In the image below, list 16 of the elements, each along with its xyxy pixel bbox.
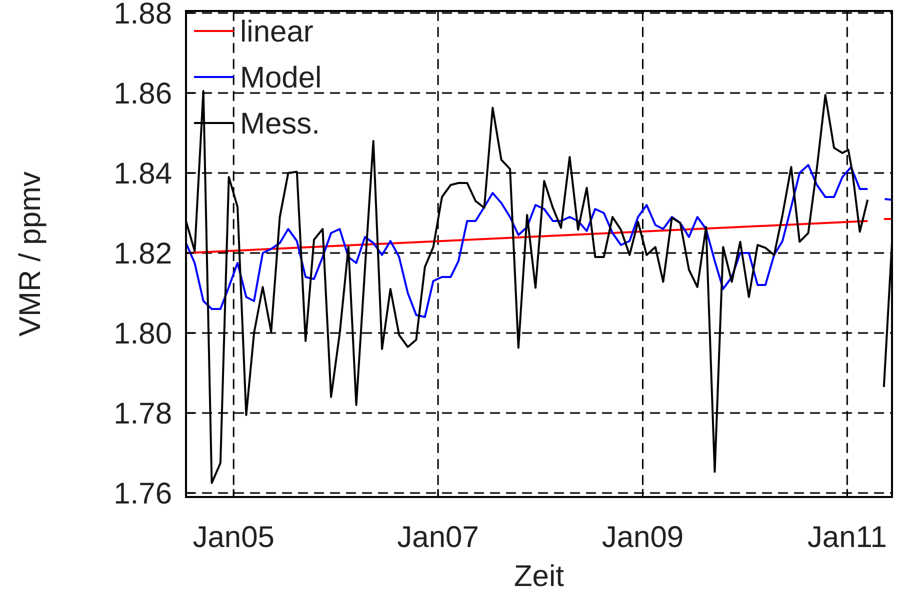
y-tick-label: 1.84 [114, 158, 172, 190]
y-tick-label: 1.76 [114, 478, 172, 510]
x-tick-label: Jan05 [192, 521, 274, 554]
y-tick-label: 1.88 [114, 0, 172, 30]
x-tick-label: Jan09 [602, 521, 684, 554]
legend-label: linear [240, 16, 314, 48]
y-tick-label: 1.82 [114, 238, 172, 270]
x-axis-title: Zeit [514, 560, 565, 590]
y-tick-label: 1.86 [114, 78, 172, 110]
y-tick-label: 1.78 [114, 398, 172, 430]
legend-label: Model [240, 62, 322, 94]
legend-label: Mess. [240, 108, 320, 140]
x-tick-label: Jan11 [807, 521, 887, 554]
x-tick-label: Jan07 [397, 521, 479, 554]
y-tick-label: 1.80 [114, 318, 172, 350]
y-axis-title: VMR / ppmv [14, 171, 47, 337]
